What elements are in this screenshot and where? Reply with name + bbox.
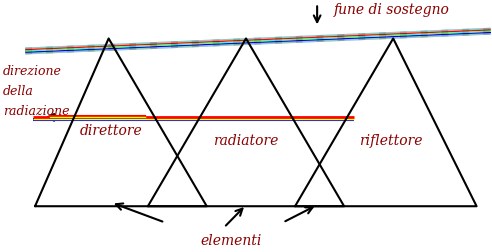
Text: direttore: direttore (80, 124, 143, 138)
Text: elementi: elementi (201, 234, 262, 248)
Text: radiatore: radiatore (214, 134, 278, 148)
Text: radiazione: radiazione (3, 105, 70, 118)
Text: riflettore: riflettore (359, 134, 423, 148)
Text: direzione: direzione (3, 65, 62, 78)
Text: della: della (3, 85, 34, 98)
Text: fune di sostegno: fune di sostegno (334, 3, 450, 17)
